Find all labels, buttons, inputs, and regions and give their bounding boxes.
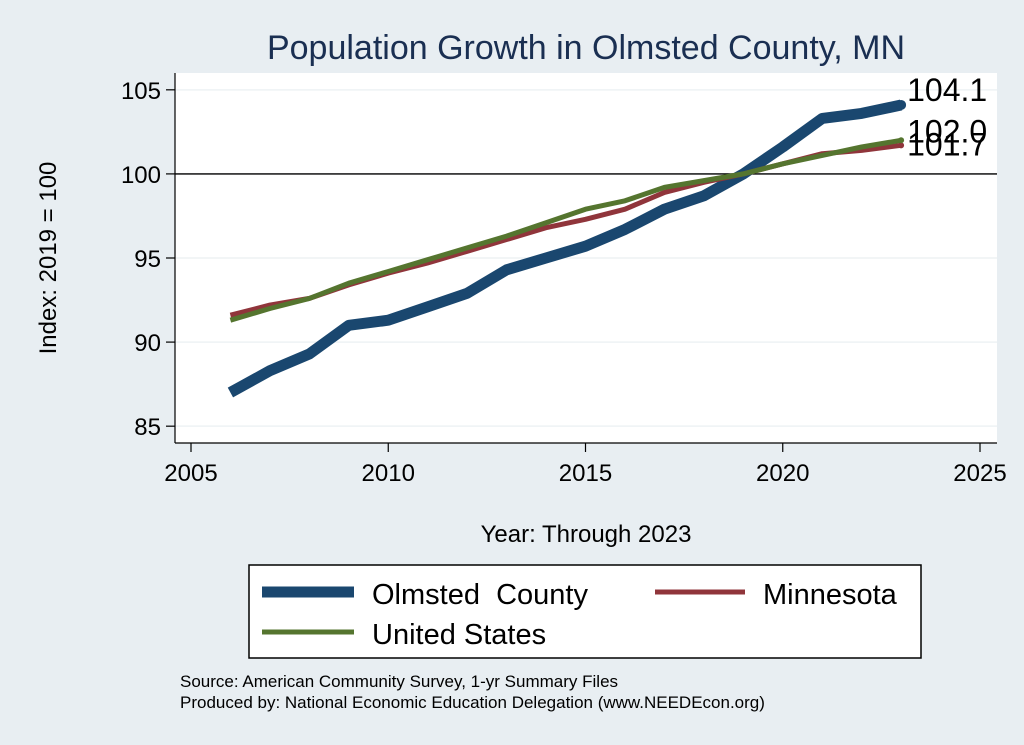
y-tick-label: 85 bbox=[134, 414, 161, 441]
chart-title: Population Growth in Olmsted County, MN bbox=[267, 29, 905, 67]
y-tick-label: 105 bbox=[121, 78, 161, 105]
y-tick-label: 90 bbox=[134, 330, 161, 357]
source-line: Source: American Community Survey, 1-yr … bbox=[180, 672, 618, 691]
series-end-point bbox=[896, 99, 907, 110]
legend-label: Minnesota bbox=[763, 579, 898, 611]
end-label: 101.7 bbox=[907, 126, 987, 162]
y-tick-label: 100 bbox=[121, 162, 161, 189]
x-axis-label: Year: Through 2023 bbox=[481, 521, 692, 548]
series-lines bbox=[227, 99, 907, 398]
series-end-point bbox=[898, 137, 905, 144]
series-line-olmsted-county bbox=[227, 99, 903, 398]
y-axis-label: Index: 2019 = 100 bbox=[35, 162, 62, 355]
x-tick-label: 2015 bbox=[559, 460, 612, 487]
legend-label: United States bbox=[372, 619, 546, 651]
x-tick-label: 2010 bbox=[362, 460, 415, 487]
x-tick-label: 2020 bbox=[756, 460, 809, 487]
legend: Olmsted County Minnesota United States bbox=[248, 564, 922, 659]
x-tick-label: 2005 bbox=[164, 460, 217, 487]
x-tick-label: 2025 bbox=[953, 460, 1006, 487]
legend-label: Olmsted County bbox=[372, 579, 588, 611]
series-line-united-states bbox=[229, 137, 902, 323]
legend-box bbox=[248, 564, 922, 659]
y-tick-label: 95 bbox=[134, 246, 161, 273]
end-label: 104.1 bbox=[907, 72, 987, 108]
end-label: 102.0 bbox=[907, 113, 987, 149]
series-end-point bbox=[898, 142, 905, 149]
producer-line: Produced by: National Economic Education… bbox=[180, 693, 765, 712]
axes: 85 90 95 100 105 2005 2010 2015 2020 2025 bbox=[121, 73, 1007, 487]
